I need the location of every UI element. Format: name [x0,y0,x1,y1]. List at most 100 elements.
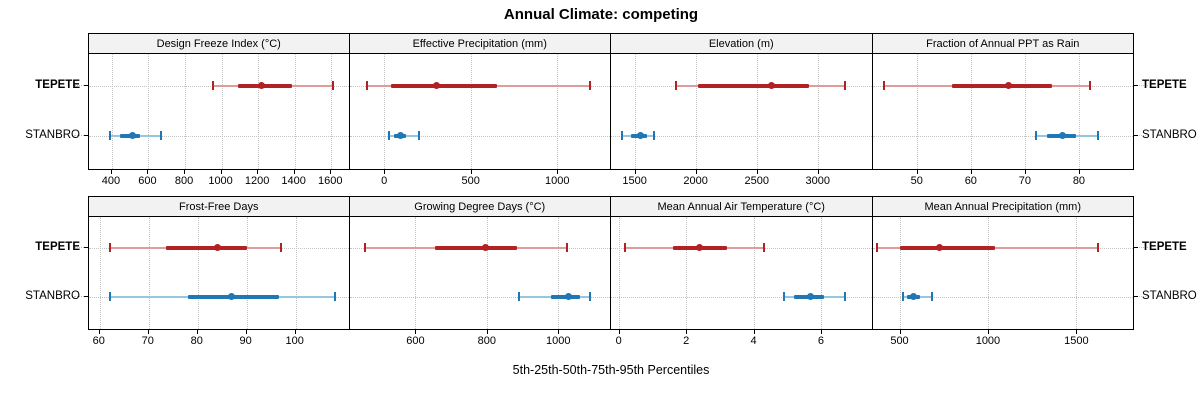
whisker-cap-high [333,292,336,302]
iqr-band [900,245,995,250]
axis-tick [756,170,758,174]
group-label-left-stanbro: STANBRO [25,128,80,141]
axis-tick-label: 1400 [281,175,306,187]
gridline-vertical [294,54,296,169]
gridline-horizontal [872,135,1133,137]
whisker-cap-high [160,131,163,141]
panel-inner [611,217,872,329]
y-axis-tick-right [1134,84,1138,86]
median-dot [637,132,645,140]
panel-inner [872,217,1133,329]
y-axis-tick-left [84,134,88,136]
median-dot [807,293,815,301]
axis-tick [330,170,332,174]
group-label-right-stanbro: STANBRO [1142,128,1197,141]
axis-tick [817,170,819,174]
panel-inner [349,54,610,169]
panel-strip: Design Freeze Index (°C) [88,33,350,54]
axis-tick-label: 600 [138,175,157,187]
group-label-left-tepete: TEPETE [35,78,80,91]
whisker-cap-high [1088,81,1091,91]
gridline-vertical [331,54,333,169]
axis-tick [184,170,186,174]
axis-tick-label: 50 [910,175,923,187]
axis-tick [147,170,149,174]
x-axis-caption: 5th-25th-50th-75th-95th Percentiles [512,363,710,377]
margin-leader-left [74,295,88,297]
median-dot [935,244,943,252]
whisker-cap-low [364,243,367,253]
axis-tick-label: 80 [190,335,203,347]
whisker-cap-high [843,81,846,91]
panel-inner [89,54,349,169]
panel-plot-area [88,216,350,330]
axis-tick [1078,170,1080,174]
gridline-vertical [99,217,101,329]
whisker-cap-high [417,131,420,141]
median-dot [565,293,573,301]
iqr-band [698,83,810,88]
gridline-horizontal [611,296,872,298]
gridline-vertical [1076,217,1078,329]
panel-plot-area [611,53,873,170]
axis-tick-label: 1500 [622,175,647,187]
median-dot [213,244,221,252]
axis-tick [245,330,247,334]
axis-tick-label: 4 [750,335,757,347]
axis-tick [1076,330,1078,334]
axis-tick-label: 3000 [805,175,831,187]
whisker-cap-low [782,292,785,302]
axis-tick-label: 70 [1018,175,1031,187]
chart-title: Annual Climate: competing [503,6,699,23]
gridline-vertical [148,217,150,329]
axis-tick-label: 60 [964,175,977,187]
whisker-cap-low [621,131,624,141]
axis-tick-label: 500 [890,335,909,347]
panel-strip: Mean Annual Precipitation (mm) [872,196,1134,217]
axis-tick-label: 2000 [683,175,708,187]
axis-tick [899,330,901,334]
median-dot [129,132,137,140]
whisker-cap-low [108,292,111,302]
axis-tick-label: 90 [239,335,252,347]
axis-tick [1024,170,1026,174]
axis-tick [147,330,149,334]
panel-plot-area [611,216,873,330]
panel-plot-area [872,216,1134,330]
whisker-cap-high [931,292,934,302]
gridline-vertical [246,217,248,329]
gridline-vertical [618,217,620,329]
axis-tick [98,330,100,334]
whisker-cap-low [108,243,111,253]
group-label-right-tepete: TEPETE [1142,240,1187,253]
margin-leader-right [1134,295,1148,297]
whisker-cap-low [109,131,112,141]
gridline-vertical [221,54,223,169]
axis-tick-label: 400 [101,175,121,187]
axis-tick [558,330,560,334]
gridline-vertical [415,217,417,329]
median-dot [767,82,775,90]
gridline-horizontal [349,296,610,298]
gridline-vertical [820,217,822,329]
whisker-cap-low [675,81,678,91]
whisker-cap-high [1096,243,1099,253]
axis-tick [384,170,386,174]
gridline-vertical [557,54,559,169]
median-dot [481,244,489,252]
gridline-vertical [916,54,918,169]
gridline-vertical [1024,54,1026,169]
axis-tick-label: 600 [406,335,425,347]
axis-tick [196,330,198,334]
axis-tick [470,170,472,174]
axis-tick [916,170,918,174]
median-dot [910,293,918,301]
gridline-vertical [258,54,260,169]
margin-leader-left [74,134,88,136]
panel-strip: Frost-Free Days [88,196,350,217]
gridline-vertical [1078,54,1080,169]
whisker-cap-low [365,81,368,91]
whisker-cap-high [653,131,656,141]
iqr-band [551,294,580,299]
